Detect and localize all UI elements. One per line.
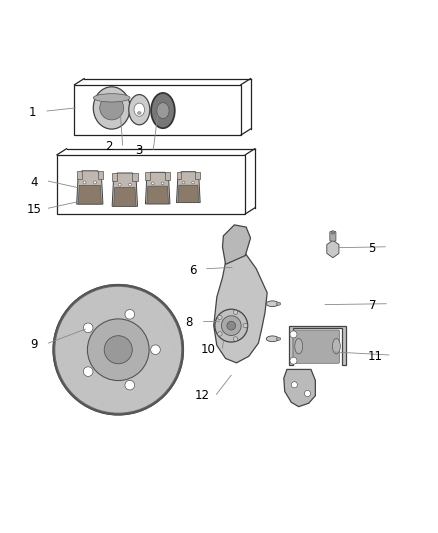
Circle shape <box>218 315 222 320</box>
Circle shape <box>83 323 93 333</box>
Polygon shape <box>145 172 150 180</box>
Polygon shape <box>177 172 181 180</box>
Text: 6: 6 <box>189 263 197 277</box>
Circle shape <box>290 331 297 338</box>
Circle shape <box>94 181 96 184</box>
Text: 5: 5 <box>368 241 375 255</box>
Circle shape <box>151 345 160 354</box>
Ellipse shape <box>129 94 150 125</box>
Circle shape <box>233 310 238 314</box>
Polygon shape <box>77 171 103 204</box>
Ellipse shape <box>276 337 281 340</box>
Ellipse shape <box>151 93 175 128</box>
Ellipse shape <box>227 321 236 330</box>
Polygon shape <box>78 185 101 204</box>
Circle shape <box>331 231 335 234</box>
Text: 11: 11 <box>367 350 382 363</box>
Ellipse shape <box>138 111 141 115</box>
Polygon shape <box>223 225 251 264</box>
Text: 1: 1 <box>29 106 37 119</box>
Polygon shape <box>113 188 136 206</box>
FancyBboxPatch shape <box>330 231 336 241</box>
Circle shape <box>290 357 297 364</box>
Circle shape <box>218 332 222 336</box>
Text: 10: 10 <box>201 343 216 356</box>
Text: 9: 9 <box>30 338 38 351</box>
Ellipse shape <box>332 338 340 354</box>
Polygon shape <box>77 171 82 179</box>
Ellipse shape <box>276 302 281 305</box>
Text: 4: 4 <box>30 176 38 189</box>
Polygon shape <box>284 369 315 407</box>
Circle shape <box>152 182 154 185</box>
Text: 12: 12 <box>195 389 210 402</box>
Ellipse shape <box>104 336 132 364</box>
Circle shape <box>161 182 164 185</box>
Ellipse shape <box>55 286 182 413</box>
Circle shape <box>83 181 86 184</box>
Polygon shape <box>214 253 267 363</box>
Circle shape <box>128 183 131 186</box>
Ellipse shape <box>100 96 124 120</box>
Polygon shape <box>145 172 170 204</box>
Polygon shape <box>112 173 117 181</box>
Polygon shape <box>289 326 346 365</box>
Ellipse shape <box>295 338 303 354</box>
Polygon shape <box>98 171 103 179</box>
Ellipse shape <box>222 316 241 335</box>
Text: 7: 7 <box>368 298 376 312</box>
Circle shape <box>243 324 247 328</box>
Bar <box>74 85 241 135</box>
Polygon shape <box>132 173 138 181</box>
Ellipse shape <box>134 103 145 116</box>
Text: 8: 8 <box>186 316 193 329</box>
Circle shape <box>192 181 194 184</box>
Text: 2: 2 <box>105 140 113 153</box>
FancyBboxPatch shape <box>293 330 339 364</box>
Circle shape <box>291 382 297 388</box>
Polygon shape <box>177 172 200 203</box>
Ellipse shape <box>93 94 130 102</box>
Text: 3: 3 <box>136 144 143 157</box>
Text: 15: 15 <box>27 203 42 216</box>
Polygon shape <box>327 240 339 258</box>
Circle shape <box>233 337 238 341</box>
Circle shape <box>83 367 93 376</box>
Polygon shape <box>178 185 199 203</box>
Ellipse shape <box>60 291 177 408</box>
Ellipse shape <box>266 336 279 342</box>
Circle shape <box>182 181 185 184</box>
Ellipse shape <box>93 87 130 129</box>
Ellipse shape <box>215 309 248 342</box>
Ellipse shape <box>88 319 149 381</box>
Polygon shape <box>195 172 200 180</box>
Circle shape <box>118 183 121 186</box>
Circle shape <box>125 310 134 319</box>
Bar <box>57 155 245 214</box>
Polygon shape <box>112 173 138 206</box>
Ellipse shape <box>53 285 183 415</box>
Polygon shape <box>165 172 170 180</box>
Polygon shape <box>147 186 169 204</box>
Ellipse shape <box>266 301 279 306</box>
Circle shape <box>125 381 134 390</box>
Ellipse shape <box>157 102 169 118</box>
Circle shape <box>304 391 311 397</box>
